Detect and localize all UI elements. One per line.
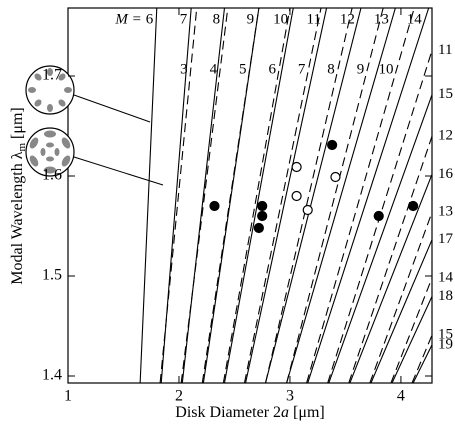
- line-label: 17: [438, 231, 454, 247]
- y-tick-label: 1.5: [42, 267, 62, 284]
- line-label: 15: [438, 327, 453, 343]
- line-label: 11: [438, 42, 452, 58]
- data-point: [258, 212, 267, 221]
- line-label: 12: [438, 128, 453, 144]
- dashed-line: [266, 8, 353, 383]
- data-point: [328, 141, 337, 150]
- data-point: [374, 212, 383, 221]
- line-label: 9: [357, 61, 365, 77]
- line-label: 6: [146, 11, 154, 27]
- data-point: [331, 173, 340, 182]
- data-point: [409, 202, 418, 211]
- y-tick-label: 1.6: [42, 167, 62, 184]
- solid-line: [246, 8, 327, 383]
- line-label: 8: [213, 11, 221, 27]
- data-point: [292, 163, 301, 172]
- line-label: 14: [407, 11, 423, 27]
- mode-number-prefix: M =: [114, 11, 141, 27]
- x-axis-label: Disk Diameter 2a [μm]: [175, 404, 324, 421]
- data-point: [292, 192, 301, 201]
- data-point: [254, 224, 263, 233]
- x-tick-label: 1: [64, 388, 72, 405]
- line-label: 7: [180, 11, 188, 27]
- solid-line: [224, 8, 293, 383]
- line-label: 16: [438, 166, 454, 182]
- line-label: 7: [298, 61, 306, 77]
- line-label: 8: [327, 61, 335, 77]
- line-label: 18: [438, 288, 453, 304]
- line-label: 10: [378, 61, 393, 77]
- data-point: [258, 202, 267, 211]
- line-label: 12: [340, 11, 355, 27]
- chart: Disk Diameter 2a [μm] Modal Wavelength λ…: [0, 0, 455, 425]
- line-label: 4: [210, 61, 218, 77]
- x-tick-label: 4: [397, 388, 405, 405]
- y-tick-label: 1.7: [42, 67, 62, 84]
- solid-line: [140, 8, 157, 383]
- y-tick-label: 1.4: [42, 367, 62, 384]
- x-tick-label: 2: [175, 388, 183, 405]
- dashed-line: [160, 8, 197, 383]
- line-label: 9: [247, 11, 255, 27]
- data-point: [210, 202, 219, 211]
- line-label: 14: [438, 269, 454, 285]
- line-label: 10: [273, 11, 288, 27]
- x-tick-label: 3: [286, 388, 294, 405]
- line-label: 13: [438, 204, 453, 220]
- line-label: 5: [239, 61, 247, 77]
- line-label: 13: [374, 11, 389, 27]
- y-axis-label: Modal Wavelength λm [μm]: [9, 107, 28, 285]
- line-label: 6: [268, 61, 276, 77]
- data-point: [303, 206, 312, 215]
- line-label: 3: [180, 61, 188, 77]
- line-label: 11: [307, 11, 321, 27]
- dashed-line: [181, 8, 228, 383]
- line-label: 15: [438, 86, 453, 102]
